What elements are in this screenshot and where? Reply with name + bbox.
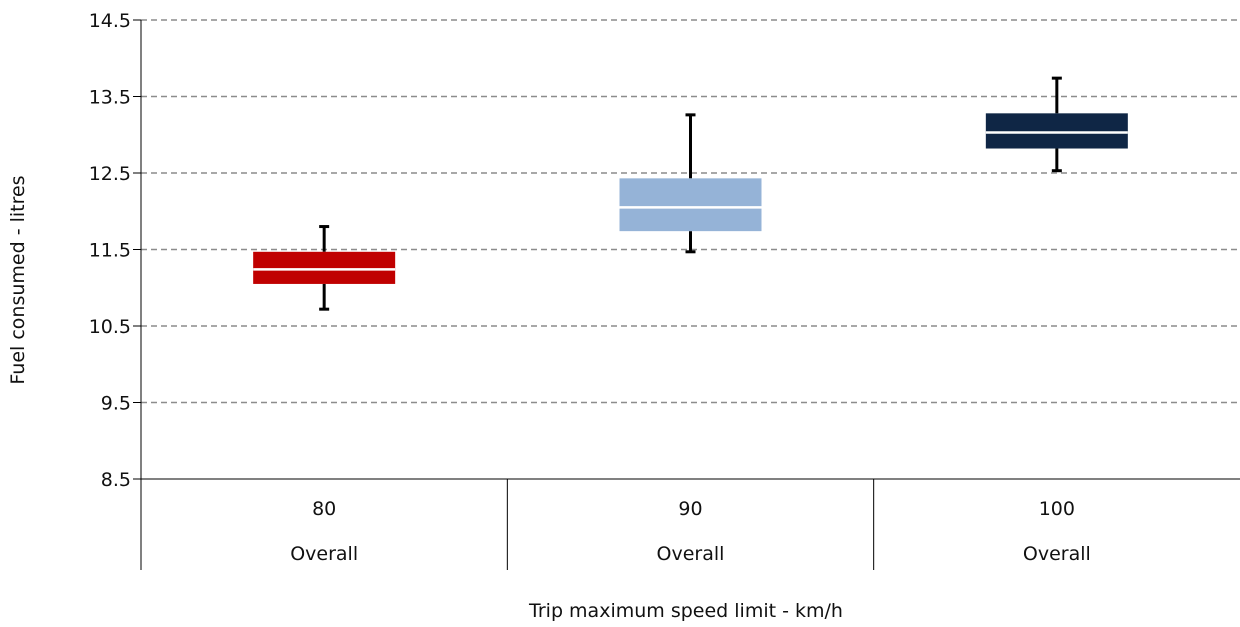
category-group-label: Overall [1023, 543, 1091, 565]
box-90 [619, 113, 762, 254]
box-100 [985, 76, 1128, 173]
y-tick-label: 11.5 [89, 240, 131, 262]
box-80 [253, 225, 396, 311]
y-tick-label: 14.5 [89, 10, 131, 32]
category-group-label: Overall [290, 543, 358, 565]
y-tick-label: 9.5 [101, 393, 131, 415]
category-label: 80 [312, 498, 336, 520]
category-label: 90 [678, 498, 702, 520]
y-tick-label: 10.5 [89, 316, 131, 338]
category-labels: 80 Overall 90 Overall 100 Overall [290, 498, 1091, 565]
box-body [253, 251, 396, 284]
category-label: 100 [1039, 498, 1075, 520]
y-tick-label: 12.5 [89, 163, 131, 185]
y-tick-labels: 14.5 13.5 12.5 11.5 10.5 9.5 8.5 [89, 10, 131, 491]
box-body [985, 113, 1128, 149]
y-tick-label: 8.5 [101, 469, 131, 491]
boxes [253, 76, 1128, 311]
category-group-label: Overall [657, 543, 725, 565]
box-body [619, 178, 762, 232]
axes [133, 19, 1240, 570]
y-axis-title: Fuel consumed - litres [7, 175, 29, 384]
x-axis-title: Trip maximum speed limit - km/h [528, 600, 843, 622]
y-tick-label: 13.5 [89, 87, 131, 109]
